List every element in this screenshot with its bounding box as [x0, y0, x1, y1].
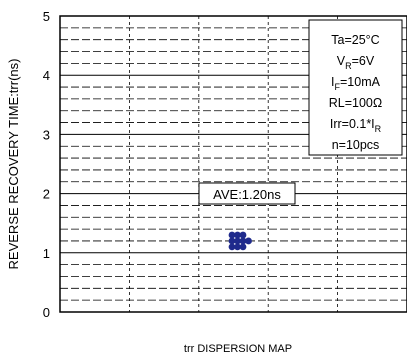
y-axis-label: REVERSE RECOVERY TIME:trr(ns)	[6, 59, 21, 270]
average-annotation-box	[198, 182, 296, 205]
condition-line: n=10pcs	[332, 138, 380, 152]
data-point	[228, 237, 236, 245]
y-tick-label: 1	[43, 246, 50, 261]
condition-line: VR=6V	[337, 54, 375, 71]
y-tick-label: 0	[43, 305, 50, 320]
data-point	[228, 231, 236, 239]
data-point	[228, 243, 236, 251]
data-point	[234, 231, 241, 239]
data-point	[239, 237, 247, 245]
y-tick-label: 4	[43, 68, 50, 83]
data-point	[239, 231, 247, 239]
data-point	[245, 237, 252, 245]
average-annotation-text: AVE:1.20ns	[213, 187, 281, 202]
y-tick-label: 5	[43, 9, 50, 24]
data-point	[234, 237, 241, 245]
data-point	[234, 243, 241, 251]
condition-line: Irr=0.1*IR	[330, 117, 382, 134]
data-points	[228, 231, 252, 251]
plot-frame	[59, 15, 407, 313]
x-axis-label: trr DISPERSION MAP	[184, 343, 292, 355]
condition-line: Ta=25°C	[331, 33, 379, 47]
condition-line: RL=100Ω	[329, 96, 382, 110]
y-tick-labels: 0 1 2 3 4 5	[43, 9, 50, 320]
y-tick-label: 3	[43, 127, 50, 142]
condition-line: IF=10mA	[331, 75, 381, 92]
y-tick-label: 2	[43, 187, 50, 202]
conditions-box	[308, 19, 403, 156]
conditions-legend: Ta=25°C VR=6V IF=10mA RL=100Ω Irr=0.1*IR n=10…	[308, 19, 403, 156]
data-point	[239, 243, 247, 251]
average-annotation: AVE:1.20ns	[198, 182, 296, 205]
